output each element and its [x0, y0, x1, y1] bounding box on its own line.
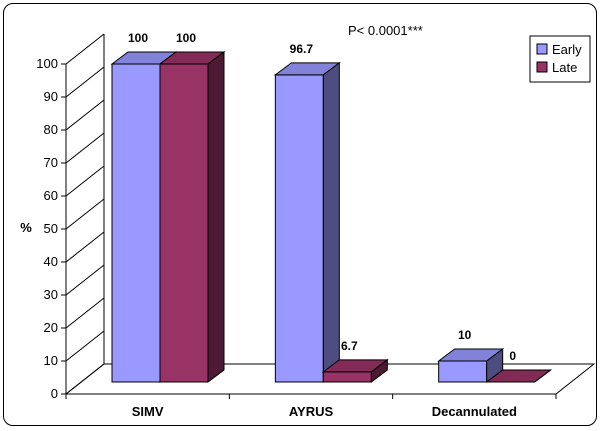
y-tick-depth [66, 166, 104, 196]
bar-early-decannulated [439, 361, 487, 382]
legend-swatch-early [537, 44, 547, 54]
y-tick-depth [66, 265, 104, 295]
legend-label-late: Late [552, 60, 577, 75]
data-label-late-ayrus: 6.7 [341, 339, 358, 353]
bar-early-simv [112, 64, 160, 382]
data-label-early-ayrus: 96.7 [290, 42, 314, 56]
y-tick-label: 10 [44, 353, 58, 368]
p-value-annotation: P< 0.0001*** [348, 23, 423, 38]
data-label-late-decannulated: 0 [509, 349, 516, 363]
y-tick-depth [66, 331, 104, 361]
y-tick-label: 80 [44, 122, 58, 137]
y-tick-depth [66, 34, 104, 64]
bar-side-early-ayrus [323, 63, 339, 382]
y-tick-label: 90 [44, 89, 58, 104]
data-label-early-simv: 100 [128, 31, 148, 45]
y-tick-depth [66, 199, 104, 229]
data-label-early-decannulated: 10 [458, 328, 472, 342]
category-label-decannulated: Decannulated [432, 404, 517, 419]
y-tick-label: 0 [51, 386, 58, 401]
y-tick-depth [66, 133, 104, 163]
y-tick-label: 70 [44, 155, 58, 170]
y-tick-label: 40 [44, 254, 58, 269]
y-tick-label: 30 [44, 287, 58, 302]
y-tick-label: 60 [44, 188, 58, 203]
data-label-late-simv: 100 [176, 31, 196, 45]
bar-late-ayrus [323, 372, 371, 382]
category-label-simv: SIMV [132, 404, 164, 419]
y-tick-depth [66, 298, 104, 328]
y-tick-depth [66, 67, 104, 97]
y-axis-title: % [20, 220, 32, 235]
bar-early-ayrus [275, 75, 323, 382]
bar-side-late-simv [208, 52, 224, 382]
y-tick-depth [66, 100, 104, 130]
category-label-ayrus: AYRUS [289, 404, 334, 419]
y-tick-label: 20 [44, 320, 58, 335]
legend-swatch-late [537, 62, 547, 72]
y-tick-label: 100 [36, 56, 58, 71]
legend-label-early: Early [552, 42, 582, 57]
bar-late-simv [160, 64, 208, 382]
y-tick-label: 50 [44, 221, 58, 236]
y-tick-depth [66, 232, 104, 262]
